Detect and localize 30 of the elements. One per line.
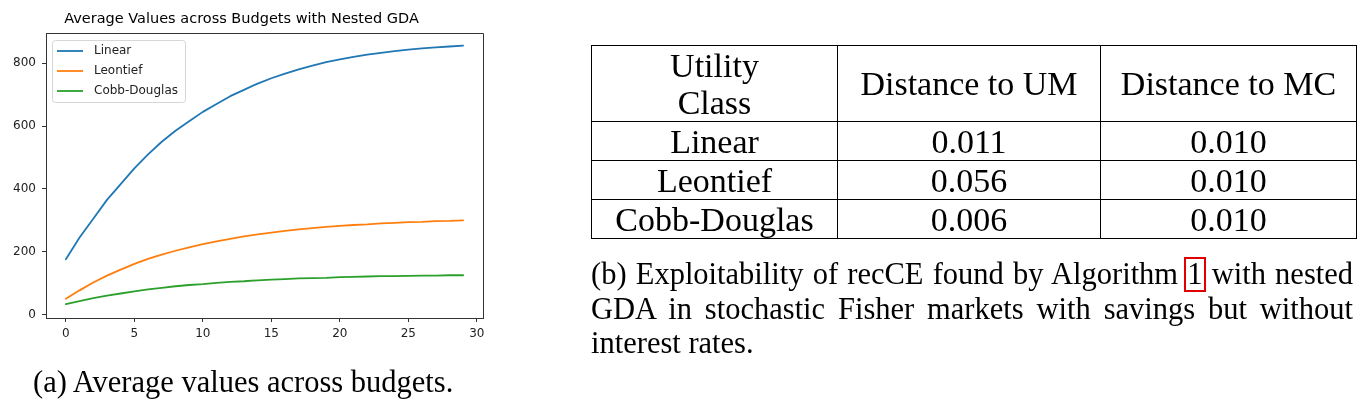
x-tick-label: 5 <box>130 326 139 341</box>
category-label: Linear <box>670 122 759 160</box>
text: Utility Class <box>669 46 760 121</box>
x-tick-label: 25 <box>400 326 416 341</box>
category-label: Distance to MC <box>1100 45 1357 122</box>
y-tick-label: 800 <box>13 55 36 70</box>
category-label: Cobb-Douglas <box>615 200 814 238</box>
legend-label: Cobb-Douglas <box>94 83 179 98</box>
x-tick-label: 30 <box>469 326 485 341</box>
category-label: Leontief <box>656 161 773 199</box>
text: 0.010 <box>1190 122 1267 160</box>
text: (b) Exploitability of recCE found by Algorithm 1 with nested GDA in stochastic Fisher markets with savings but without interest rates. <box>591 257 1354 360</box>
y-tick-label: 600 <box>13 118 36 133</box>
y-tick-label: 0 <box>28 306 36 321</box>
legend-label: Leontief <box>94 63 144 78</box>
text: 0.011 <box>931 122 1007 160</box>
text: 0.010 <box>1190 161 1267 199</box>
y-tick-label: 400 <box>13 180 36 195</box>
chart-title: Average Values across Budgets with Nested GDA <box>64 10 419 27</box>
text: 0.006 <box>930 200 1008 238</box>
text: 0.010 <box>1190 200 1267 238</box>
category-label: Distance to UM <box>837 45 1101 122</box>
text: 0.056 <box>930 161 1008 199</box>
y-tick-label: 200 <box>13 243 36 258</box>
x-tick-label: 20 <box>332 326 348 341</box>
legend-label: Linear <box>94 43 132 58</box>
x-tick-label: 15 <box>263 326 279 341</box>
x-tick-label: 0 <box>62 326 70 341</box>
text: (a) Average values across budgets. <box>33 365 454 399</box>
x-tick-label: 10 <box>195 326 211 341</box>
